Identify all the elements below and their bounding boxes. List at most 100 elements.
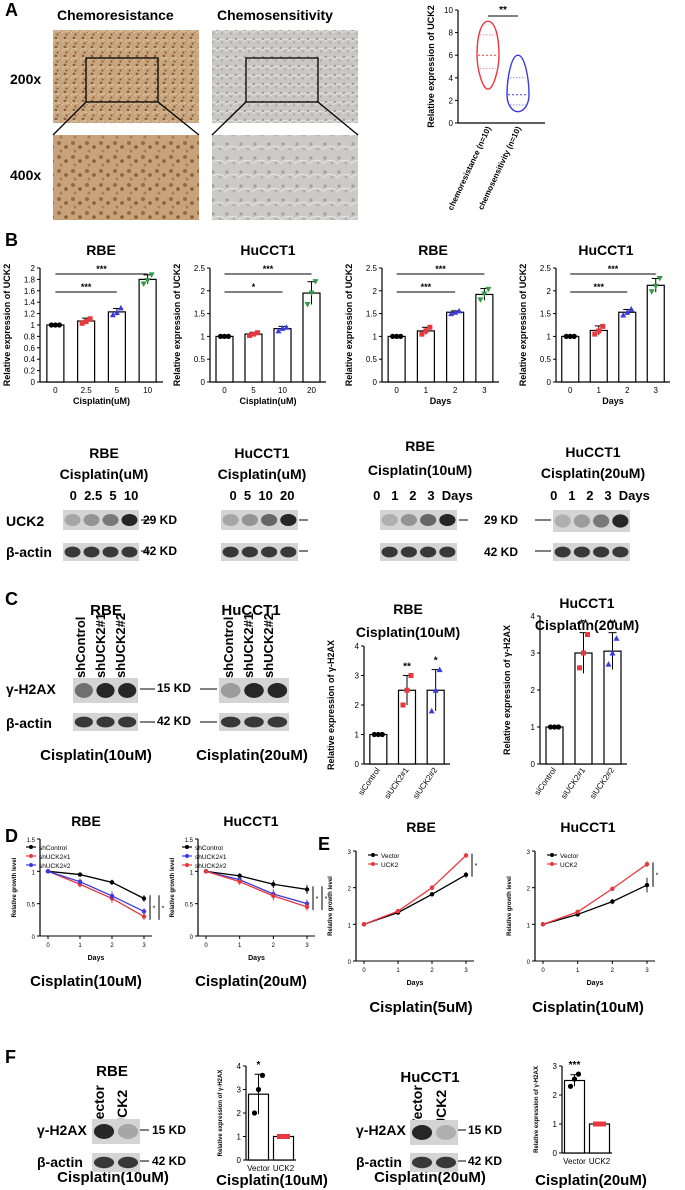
chart-e1-legend-label-1: UCK2	[381, 862, 399, 869]
chart-b4-ytick-label-1: 0.5	[540, 355, 552, 364]
row-label-400x: 400x	[10, 167, 41, 183]
zoom-box-right	[245, 57, 319, 103]
chart-a-violin-shape-0	[476, 20, 500, 90]
chart-b4-xtick-label-3: 3	[654, 386, 659, 395]
blot-b-rbe-time-uck2-membrane	[380, 510, 457, 530]
chart-d1-point-0-3	[141, 896, 147, 901]
chart-d2-xtick-label-3: 3	[305, 943, 309, 949]
chart-b4-bracket-label-0: ***	[593, 282, 604, 292]
chart-b1-ytick-label-5: 1	[31, 321, 36, 330]
chart-e2-title: HuCCT1	[560, 819, 615, 835]
blot-b-rbe-uck2-band-1	[83, 514, 100, 526]
chart-f1-point-1-0	[277, 1134, 282, 1139]
blot-c-rbe-h2ax-band-0	[74, 683, 93, 698]
chart-d1-ylabel: Relative growth level	[12, 857, 18, 917]
chart-c2-point-1-2	[585, 632, 590, 637]
chart-c1-ytick-label-4: 4	[355, 642, 360, 651]
chart-b2-bar-2	[273, 328, 292, 383]
blot-c-hucct1-lane-0: shControl	[221, 617, 236, 678]
chart-c1-ytick-label-1: 1	[355, 731, 360, 740]
chart-b4-xlabel: Days	[602, 396, 624, 406]
chart-e2-series-line-0	[542, 884, 648, 925]
chart-d2-xtick-label-0: 0	[204, 943, 208, 949]
ihc-image-chemoresistance-400x	[53, 135, 199, 220]
chart-d1-legend-label-2: shUCK2#2	[39, 863, 71, 870]
chart-d2-series-line-1	[205, 870, 308, 905]
chart-b1-point-1-2	[87, 316, 93, 322]
chart-f2-xtick-label-0: Vector	[563, 1157, 586, 1166]
chart-f1-caption: Cisplatin(10uM)	[216, 1172, 328, 1189]
panel-label-b: B	[5, 230, 18, 250]
chart-a-violin-ytick-label-0: 0	[449, 119, 454, 128]
chart-f1-point-1-1	[281, 1134, 286, 1139]
chart-b1-ytick-label-7: 1.4	[24, 298, 36, 307]
ihc-image-chemosensitivity-400x	[212, 135, 358, 220]
blot-b-rbe-time-title: RBE	[405, 438, 435, 454]
chart-e2-xtick-label-0: 0	[541, 968, 545, 974]
blot-f-rbe-kd15: 15 KD	[152, 1123, 186, 1137]
chart-e2-point-1-3	[644, 862, 650, 867]
chart-c2-ytick-label-3: 3	[531, 649, 536, 658]
chart-b2-ytick-label-5: 2.5	[194, 264, 206, 273]
chart-b3-point-3-2	[485, 286, 492, 293]
chart-c2-xtick-label-2: siUCK2#2	[588, 766, 616, 801]
chart-b2-xtick-label-1: 5	[251, 386, 256, 395]
chart-b4-xtick-label-0: 0	[568, 386, 573, 395]
blot-b-rbe-time-uck2-band-2	[420, 514, 437, 526]
chart-d1-legend-marker-0	[29, 845, 33, 849]
chart-f2-xtick-label-1: UCK2	[589, 1157, 611, 1166]
chart-e1-series-line-1	[363, 854, 467, 925]
chart-b1-point-0-1	[52, 322, 58, 328]
chart-b1-xtick-label-2: 5	[115, 386, 120, 395]
chart-e1-ytick-label-3: 3	[348, 850, 352, 856]
chart-e2-point-0-2	[610, 899, 615, 904]
chart-d1-series-line-2	[47, 870, 145, 913]
blot-b-hucct1-time-actin-band-2	[593, 546, 610, 558]
chart-b2-xtick-label-3: 20	[307, 386, 316, 395]
chart-e1-xtick-label-3: 3	[464, 968, 468, 974]
chart-b1-ytick-label-6: 1.2	[24, 310, 36, 319]
chart-d2-legend-marker-0	[185, 845, 189, 849]
chart-d1-legend-marker-2	[29, 863, 33, 867]
chart-b1-point-2-1	[113, 309, 120, 315]
chart-b2-point-1-1	[251, 331, 256, 337]
chart-b2-point-1-0	[247, 332, 252, 338]
chart-b4-bar-1	[589, 329, 608, 383]
blot-b-hucct1-time-subtitle: Cisplatin(20uM)	[541, 465, 645, 481]
chart-e2-ytick-label-3: 3	[527, 850, 531, 856]
chart-b2-point-2-2	[283, 324, 290, 330]
chart-b4-ylabel: Relative expression of UCK2	[518, 264, 528, 387]
chart-b3-bar-2	[446, 311, 465, 383]
chart-c1-point-2-2	[436, 666, 443, 673]
blot-b-kd29-b: 29 KD	[484, 513, 518, 527]
chart-d2-title: HuCCT1	[223, 813, 278, 829]
chart-b2-bracket-label-0: *	[252, 282, 256, 292]
chart-b4-point-3-2	[656, 275, 663, 282]
chart-c1-ytick-label-3: 3	[355, 672, 360, 681]
chart-c2-ytick-label-2: 2	[531, 686, 536, 695]
chart-c1-bar-0	[369, 733, 388, 765]
chart-d2-point-0-2	[271, 882, 276, 887]
chart-c1-xtick-label-0: siControl	[356, 766, 382, 797]
blot-c-rbe-lane-0: shControl	[73, 617, 88, 678]
chart-c1-point-0-2	[379, 731, 385, 738]
chart-c2-xtick-label-1: siUCK2#1	[559, 766, 587, 801]
chart-d2-point-0-1	[237, 873, 242, 879]
chart-d1-sig-label-0: *	[153, 906, 156, 913]
chart-d2-sig-label-1: *	[325, 896, 328, 903]
panel-label-f: F	[5, 1047, 16, 1067]
chart-c2-bar-0	[545, 726, 564, 765]
chart-b2: 0 0.5 1 1.5 2 2.5 Relative expression of UCK2 0…	[172, 242, 326, 406]
blot-b-rbe-dose-lanes: 0 2.5 5 10	[70, 488, 139, 503]
chart-e1-legend-marker-1	[371, 862, 375, 866]
chart-b3-xtick-label-0: 0	[394, 386, 399, 395]
chart-e1-xtick-label-1: 1	[396, 968, 400, 974]
panel-f-blots: RBE HuCCT1 Vector UCK2 Vector UCK2 γ-H2A…	[37, 1063, 502, 1186]
chart-f2-star-0: ***	[569, 1060, 581, 1071]
chart-d1-series-line-0	[47, 870, 145, 900]
blot-b-rbe-time-actin-membrane	[380, 543, 457, 561]
chart-e1-xtick-label-2: 2	[430, 968, 434, 974]
blot-f-hucct1-lane-1: UCK2	[433, 1090, 449, 1128]
blot-c-kd15: 15 KD	[157, 681, 191, 695]
